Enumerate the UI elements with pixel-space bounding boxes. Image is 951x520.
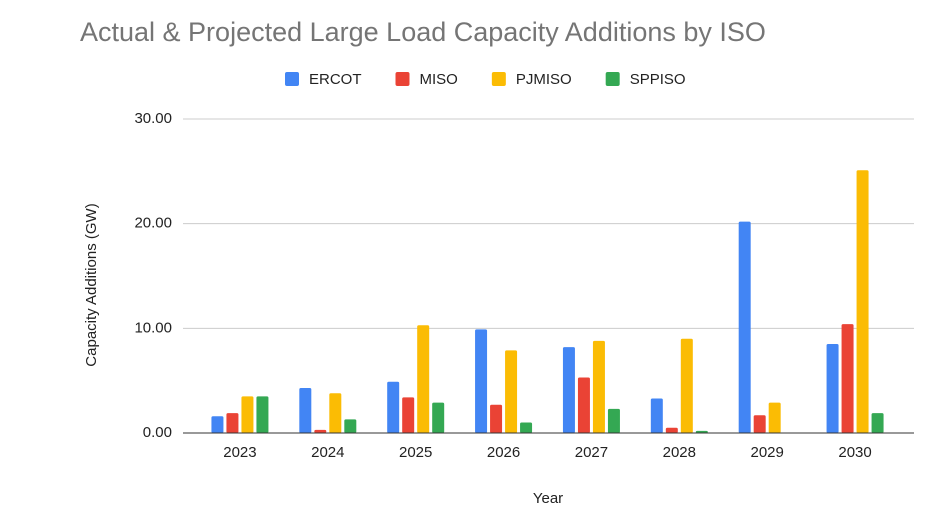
bar [417,325,430,433]
bar [753,415,766,433]
bar [402,397,415,433]
x-tick-label: 2030 [838,444,871,461]
bar [680,338,693,433]
legend-label: PJMISO [516,71,572,88]
x-tick-label: 2025 [399,444,432,461]
bar [256,396,269,433]
x-tick-label: 2026 [487,444,520,461]
legend-label: ERCOT [309,71,362,88]
x-tick-label: 2024 [311,444,344,461]
bar [856,170,869,433]
bar [841,324,854,433]
x-axis-title: Year [533,490,563,507]
x-tick-label: 2029 [751,444,784,461]
bar [665,427,678,433]
x-tick-label: 2027 [575,444,608,461]
legend-label: MISO [420,71,458,88]
legend-swatch [605,72,620,86]
x-tick-label: 2028 [663,444,696,461]
legend-swatch [491,72,506,86]
chart-title: Actual & Projected Large Load Capacity A… [80,17,766,47]
bar [299,387,312,433]
bar [562,347,575,433]
legend-swatch [395,72,410,86]
bar [520,422,533,433]
bar [826,344,839,433]
bar [695,430,708,433]
bar [577,377,590,433]
bar [738,221,751,433]
bar [387,381,400,433]
bar [432,402,445,433]
bar [211,416,224,433]
y-tick-label: 10.00 [134,319,172,336]
bar [768,402,781,433]
bar [871,413,884,433]
bar [650,398,663,433]
bar [490,404,503,433]
x-tick-label: 2023 [223,444,256,461]
bar [505,350,518,433]
bar [329,393,342,433]
y-tick-label: 30.00 [134,110,172,127]
y-axis-title: Capacity Additions (GW) [83,203,100,366]
bar [226,413,239,433]
bar [592,340,605,433]
y-tick-label: 0.00 [143,424,172,441]
bar [344,419,357,433]
legend-swatch [285,72,299,86]
bar [241,396,254,433]
bar [607,408,620,433]
bar [475,329,488,433]
y-tick-label: 20.00 [134,215,172,232]
legend-label: SPPISO [630,71,686,88]
bar [314,429,327,433]
